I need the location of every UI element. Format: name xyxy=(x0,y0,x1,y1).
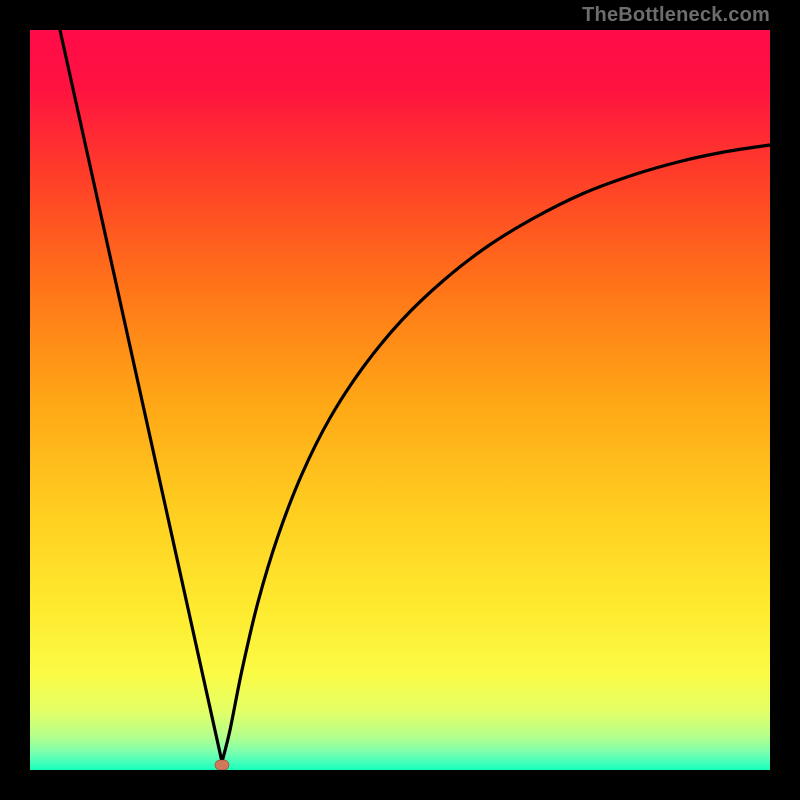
plot-svg xyxy=(30,30,770,770)
minimum-marker xyxy=(215,760,229,770)
figure-frame: TheBottleneck.com xyxy=(0,0,800,800)
plot-area xyxy=(30,30,770,770)
watermark-text: TheBottleneck.com xyxy=(582,4,770,27)
